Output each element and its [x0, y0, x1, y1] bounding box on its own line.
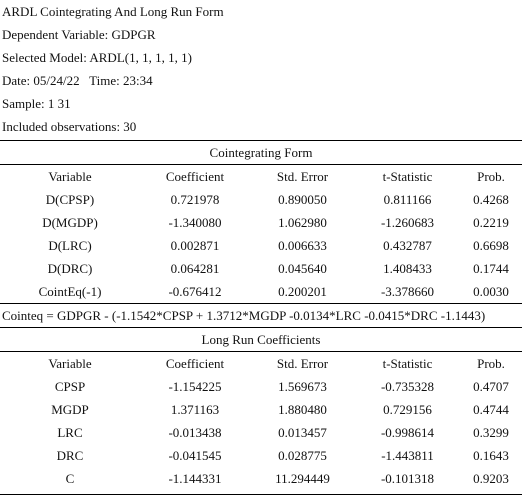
- cell-variable: CPSP: [54, 379, 86, 394]
- cell-t-statistic: 0.729156: [383, 402, 432, 417]
- column-header-t-statistic: t-Statistic: [382, 356, 433, 371]
- cell-variable: DRC: [56, 448, 84, 463]
- cell-std-error: 1.062980: [278, 215, 327, 230]
- cell-variable: D(CPSP): [45, 192, 95, 207]
- date-time: Date: 05/24/22 Time: 23:34: [2, 73, 153, 88]
- table-row: D(LRC) 0.002871 0.006633 0.432787 0.6698: [0, 234, 522, 257]
- column-header-coefficient: Coefficient: [165, 356, 225, 371]
- cell-prob: 0.1643: [473, 448, 509, 463]
- cell-std-error: 0.028775: [278, 448, 327, 463]
- sample: Sample: 1 31: [2, 96, 71, 111]
- cell-prob: 0.1744: [473, 261, 509, 276]
- cell-variable: D(DRC): [47, 261, 93, 276]
- cell-prob: 0.4268: [473, 192, 509, 207]
- table-row: LRC -0.013438 0.013457 -0.998614 0.3299: [0, 421, 522, 444]
- cell-t-statistic: -3.378660: [380, 284, 435, 299]
- output-title: ARDL Cointegrating And Long Run Form: [2, 4, 224, 19]
- cell-prob: 0.3299: [473, 425, 509, 440]
- cell-variable: D(MGDP): [42, 215, 98, 230]
- column-header-std-error: Std. Error: [276, 169, 329, 184]
- selected-model: Selected Model: ARDL(1, 1, 1, 1, 1): [2, 50, 192, 65]
- cell-std-error: 0.045640: [278, 261, 327, 276]
- cell-prob: 0.4707: [473, 379, 509, 394]
- cell-variable: LRC: [57, 425, 83, 440]
- eviews-output-window: ARDL Cointegrating And Long Run Form Dep…: [0, 4, 522, 495]
- dependent-variable: Dependent Variable: GDPGR: [2, 27, 156, 42]
- cell-prob: 0.2219: [473, 215, 509, 230]
- cell-prob: 0.6698: [473, 238, 509, 253]
- cell-prob: 0.4744: [473, 402, 509, 417]
- cell-std-error: 0.013457: [278, 425, 327, 440]
- table-row: CPSP -1.154225 1.569673 -0.735328 0.4707: [0, 375, 522, 398]
- cell-variable: D(LRC): [48, 238, 92, 253]
- cell-coefficient: 1.371163: [170, 402, 220, 417]
- column-header-prob: Prob.: [477, 169, 505, 184]
- table-row: D(DRC) 0.064281 0.045640 1.408433 0.1744: [0, 257, 522, 280]
- bottom-rule: [0, 490, 522, 495]
- table-row: CointEq(-1) -0.676412 0.200201 -3.378660…: [0, 280, 522, 303]
- cell-coefficient: 0.064281: [170, 261, 220, 276]
- cell-std-error: 0.890050: [278, 192, 327, 207]
- cell-prob: 0.9203: [473, 471, 509, 486]
- table-row: DRC -0.041545 0.028775 -1.443811 0.1643: [0, 444, 522, 467]
- cell-std-error: 0.006633: [278, 238, 327, 253]
- cell-t-statistic: -0.735328: [380, 379, 435, 394]
- table-row: D(MGDP) -1.340080 1.062980 -1.260683 0.2…: [0, 211, 522, 234]
- cell-std-error: 11.294449: [275, 471, 330, 486]
- cell-coefficient: -0.013438: [168, 425, 222, 440]
- table-row: C -1.144331 11.294449 -0.101318 0.9203: [0, 467, 522, 490]
- cointegrating-table-body: D(CPSP) 0.721978 0.890050 0.811166 0.426…: [0, 188, 522, 303]
- cell-coefficient: -0.676412: [168, 284, 222, 299]
- included-observations: Included observations: 30: [2, 119, 137, 134]
- table-row: D(CPSP) 0.721978 0.890050 0.811166 0.426…: [0, 188, 522, 211]
- cell-coefficient: -1.340080: [168, 215, 222, 230]
- cell-std-error: 1.569673: [278, 379, 327, 394]
- cell-prob: 0.0030: [473, 284, 509, 299]
- long-run-table-header: Variable Coefficient Std. Error t-Statis…: [0, 352, 522, 375]
- cell-t-statistic: -0.998614: [380, 425, 435, 440]
- cell-std-error: 0.200201: [278, 284, 327, 299]
- cell-t-statistic: 0.811166: [383, 192, 432, 207]
- cell-t-statistic: 0.432787: [383, 238, 432, 253]
- long-run-coefficients-title: Long Run Coefficients: [0, 328, 522, 352]
- cell-coefficient: -1.144331: [168, 471, 222, 486]
- cell-t-statistic: -0.101318: [380, 471, 435, 486]
- cell-t-statistic: 1.408433: [383, 261, 432, 276]
- cell-coefficient: 0.002871: [170, 238, 220, 253]
- column-header-variable: Variable: [48, 356, 92, 371]
- cell-variable: CointEq(-1): [38, 284, 102, 299]
- cell-variable: MGDP: [51, 402, 89, 417]
- table-row: MGDP 1.371163 1.880480 0.729156 0.4744: [0, 398, 522, 421]
- column-header-std-error: Std. Error: [276, 356, 329, 371]
- cell-variable: C: [65, 471, 75, 486]
- cell-std-error: 1.880480: [278, 402, 327, 417]
- column-header-variable: Variable: [48, 169, 92, 184]
- long-run-table-body: CPSP -1.154225 1.569673 -0.735328 0.4707…: [0, 375, 522, 490]
- cell-coefficient: -1.154225: [168, 379, 222, 394]
- cell-coefficient: -0.041545: [168, 448, 222, 463]
- column-header-prob: Prob.: [477, 356, 505, 371]
- cointeq-equation: Cointeq = GDPGR - (-1.1542*CPSP + 1.3712…: [0, 303, 522, 328]
- column-header-t-statistic: t-Statistic: [382, 169, 433, 184]
- cell-t-statistic: -1.260683: [380, 215, 435, 230]
- column-header-coefficient: Coefficient: [165, 169, 225, 184]
- cointegrating-table-header: Variable Coefficient Std. Error t-Statis…: [0, 165, 522, 188]
- cell-coefficient: 0.721978: [170, 192, 220, 207]
- cointegrating-form-title: Cointegrating Form: [0, 140, 522, 165]
- cell-t-statistic: -1.443811: [381, 448, 434, 463]
